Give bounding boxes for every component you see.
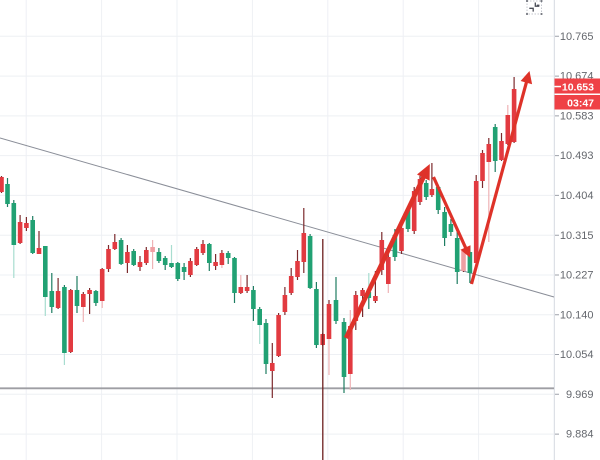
svg-text:10.493: 10.493 [560, 150, 594, 162]
svg-text:10.315: 10.315 [560, 230, 594, 242]
svg-text:10.140: 10.140 [560, 309, 594, 321]
svg-text:10.765: 10.765 [560, 31, 594, 43]
svg-text:10.054: 10.054 [560, 349, 594, 361]
svg-text:10.653: 10.653 [562, 81, 594, 93]
svg-text:9.884: 9.884 [566, 429, 594, 441]
svg-text:10.583: 10.583 [560, 111, 594, 123]
svg-text:10.227: 10.227 [560, 270, 594, 282]
svg-text:9.969: 9.969 [566, 389, 594, 401]
svg-text:10.404: 10.404 [560, 190, 594, 202]
svg-text:03:47: 03:47 [567, 97, 594, 109]
